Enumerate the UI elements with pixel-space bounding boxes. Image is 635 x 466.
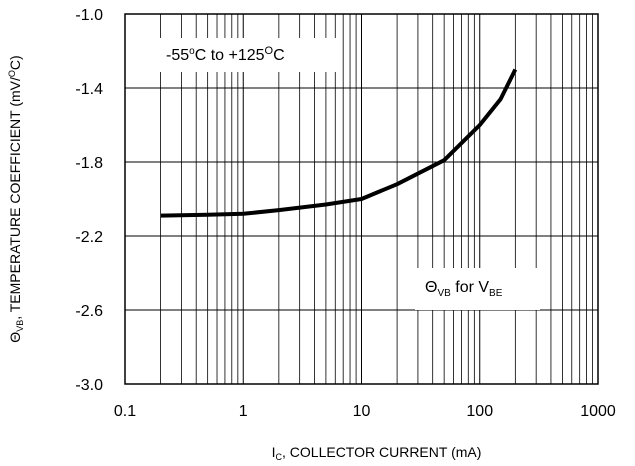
y-tick-label: -1.4 xyxy=(75,81,103,98)
x-tick-label: 1000 xyxy=(580,403,616,420)
x-tick-label: 100 xyxy=(466,403,493,420)
y-axis-label: ΘVB, TEMPERATURE COEFFICIENT (mV/OC) xyxy=(7,55,25,342)
x-tick-label: 10 xyxy=(353,403,371,420)
plot-frame xyxy=(124,13,599,385)
x-tick-label: 1 xyxy=(239,403,248,420)
series-layer xyxy=(160,68,518,218)
y-tick-label: -3.0 xyxy=(75,377,103,394)
y-tick-label: -2.2 xyxy=(75,229,103,246)
x-tick-label: 0.1 xyxy=(114,403,136,420)
y-tick-label: -1.0 xyxy=(75,7,103,24)
tick-labels: 0.1 1 10 100 1000 -1.0 -1.4 -1.8 -2.2 -2.6 -3.0 xyxy=(75,7,615,420)
y-tick-label: -2.6 xyxy=(75,303,103,320)
series-label-annotation: ΘVB for VBE xyxy=(425,279,503,299)
series-label-annotation-bg xyxy=(415,268,540,310)
y-tick-label: -1.8 xyxy=(75,155,103,172)
temp-range-annotation: -55oC to +125OC xyxy=(166,45,285,64)
series-line-0 xyxy=(160,68,518,218)
x-axis-label: IC, COLLECTOR CURRENT (mA) xyxy=(272,444,482,462)
temp-range-annotation-bg xyxy=(158,38,342,72)
